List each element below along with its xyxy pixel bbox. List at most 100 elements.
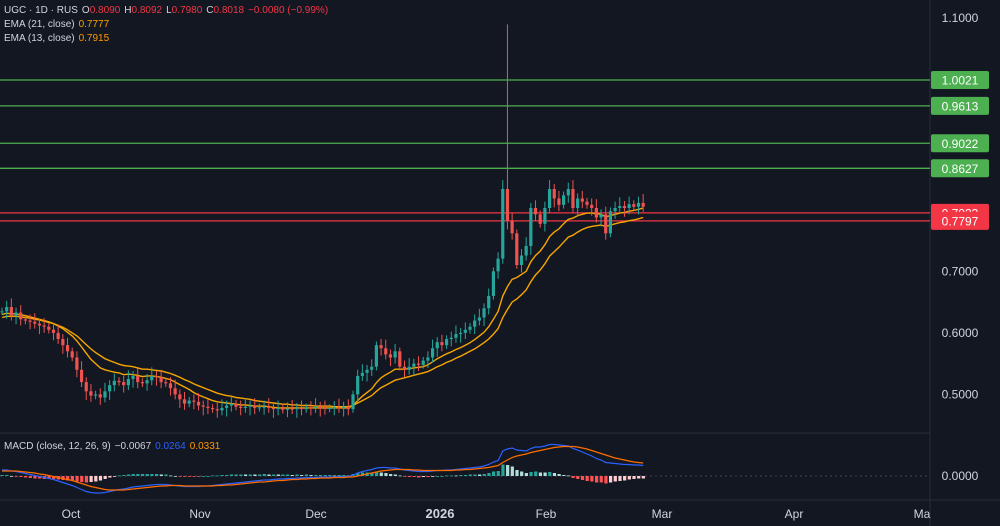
macd-histogram-bar: [463, 475, 468, 476]
macd-histogram-bar: [403, 476, 407, 477]
macd-hist-value: 0.0331: [189, 441, 221, 452]
candles-group: [0, 24, 645, 418]
candle-body: [627, 204, 631, 208]
macd-histogram-bar: [300, 475, 304, 476]
candle-body: [533, 208, 538, 215]
macd-histogram-bar: [159, 474, 163, 476]
candle-body: [636, 202, 641, 207]
macd-histogram-bar: [150, 474, 154, 476]
macd-histogram-bar: [262, 474, 266, 476]
macd-histogram-bar: [276, 474, 280, 476]
time-tick-label: Oct: [62, 507, 81, 521]
candle-body: [262, 406, 266, 408]
candle-body: [56, 332, 60, 340]
candle-body: [459, 332, 463, 335]
candle-body: [641, 202, 645, 207]
candle-body: [463, 329, 467, 333]
candle-body: [84, 382, 88, 392]
candle-body: [571, 189, 575, 208]
macd-histogram-bar: [286, 474, 290, 476]
candle-body: [562, 195, 566, 205]
macd-histogram-bar: [52, 476, 56, 479]
macd-histogram-bar: [356, 473, 360, 476]
candle-body: [0, 311, 4, 313]
macd-histogram-bar: [220, 475, 224, 476]
macd-histogram-bar: [370, 472, 374, 476]
candle-body: [473, 320, 477, 327]
candle-body: [342, 406, 346, 408]
candle-body: [65, 345, 70, 352]
time-tick-label: Apr: [785, 507, 804, 521]
candle-body: [547, 189, 552, 208]
macd-histogram-bar: [0, 475, 4, 476]
macd-histogram-bar: [332, 475, 337, 477]
macd-histogram-bar: [117, 475, 121, 477]
ema13-legend[interactable]: EMA (13, close) 0.7915: [4, 33, 113, 44]
resistance-level-label: 0.9613: [942, 99, 979, 113]
macd-legend[interactable]: MACD (close, 12, 26, 9) −0.0067 0.0264 0.03…: [4, 441, 224, 452]
macd-histogram-bar: [206, 476, 210, 477]
macd-histogram-bar: [473, 474, 477, 476]
ema21-legend[interactable]: EMA (21, close) 0.7777: [4, 19, 113, 30]
candle-body: [75, 357, 79, 370]
macd-histogram-bar: [398, 475, 402, 477]
candle-body: [585, 201, 589, 205]
time-tick-label: Ma: [914, 507, 931, 521]
macd-histogram-bar: [80, 476, 84, 482]
high-value: 0.8092: [131, 5, 163, 16]
macd-histogram-bar: [136, 474, 140, 476]
candle-body: [285, 408, 290, 410]
open-value: 0.8090: [89, 5, 121, 16]
macd-histogram-bar: [623, 476, 627, 481]
macd-histogram-bar: [84, 476, 89, 483]
candle-body: [332, 407, 336, 409]
macd-value: −0.0067: [114, 441, 152, 452]
candle-body: [182, 399, 187, 404]
macd-tick-label: 0.0000: [942, 469, 979, 483]
macd-histogram-bar: [126, 474, 131, 476]
candle-body: [299, 407, 304, 410]
candle-body: [524, 246, 528, 256]
candle-body: [98, 394, 102, 398]
candle-body: [594, 208, 598, 218]
candle-body: [566, 189, 570, 196]
candle-body: [557, 198, 561, 205]
macd-histogram-bar: [445, 475, 449, 477]
macd-signal-line: [2, 445, 644, 491]
candle-body: [421, 360, 425, 365]
candle-body: [122, 382, 126, 386]
ema21-line: [1, 216, 644, 408]
candle-body: [159, 377, 163, 383]
macd-histogram-bar: [28, 476, 32, 478]
candle-body: [295, 407, 299, 410]
candle-body: [346, 406, 350, 410]
candle-body: [430, 348, 435, 358]
candle-body: [505, 189, 510, 221]
candle-body: [253, 405, 257, 408]
candle-body: [398, 351, 402, 367]
candle-body: [449, 337, 453, 340]
candle-body: [599, 214, 603, 218]
candle-body: [290, 408, 294, 410]
macd-histogram-bar: [384, 473, 388, 476]
candle-body: [477, 317, 481, 321]
candle-body: [309, 407, 313, 409]
candle-body: [206, 406, 210, 408]
candle-body: [154, 375, 159, 378]
candle-body: [538, 214, 542, 224]
macd-histogram-bar: [5, 475, 9, 476]
macd-histogram-bar: [342, 475, 346, 476]
macd-histogram-bar: [431, 476, 435, 477]
candle-body: [590, 204, 594, 208]
macd-histogram-bar: [524, 473, 528, 476]
candle-body: [70, 351, 74, 358]
resistance-level-badge: [931, 159, 989, 178]
candle-body: [576, 198, 580, 208]
candle-body: [136, 375, 140, 383]
macd-histogram-bar: [215, 475, 220, 477]
macd-histogram-bar: [304, 474, 308, 476]
resistance-level-badge: [931, 71, 989, 90]
price-tick-label: 0.5000: [942, 387, 979, 401]
